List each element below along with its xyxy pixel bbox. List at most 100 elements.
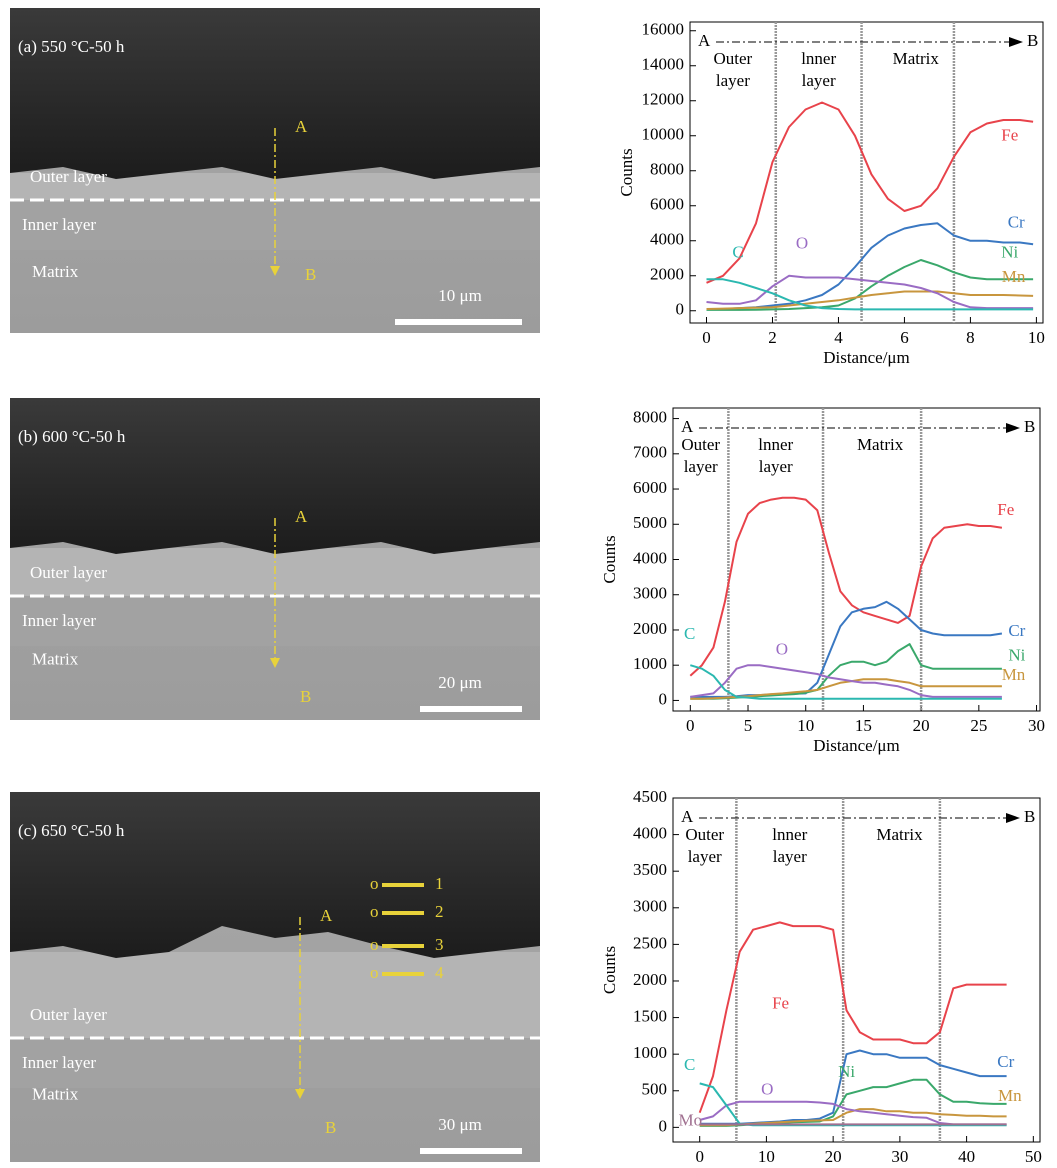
inner-label: Inner layer	[22, 611, 96, 630]
background-dark	[10, 792, 540, 958]
region-label: Matrix	[857, 435, 904, 454]
series-line	[700, 922, 1007, 1112]
region-label: lnner	[801, 49, 836, 68]
scan-end: B	[300, 687, 311, 706]
series-label: Mn	[998, 1086, 1022, 1105]
point-bar	[382, 972, 424, 976]
inner-label: Inner layer	[22, 1053, 96, 1072]
outer-label: Outer layer	[30, 167, 107, 186]
x-tick-label: 30	[1028, 716, 1045, 735]
scale-bar	[420, 706, 522, 712]
figure: A B (a) 550 °C-50 h Outer layer Inner layer M…	[0, 0, 1057, 1168]
outer-label: Outer layer	[30, 563, 107, 582]
series-label: Mo	[679, 1110, 703, 1129]
y-tick-label: 8000	[650, 160, 684, 179]
x-tick-label: 40	[958, 1147, 975, 1166]
y-tick-label: 3000	[633, 584, 667, 603]
x-tick-label: 8	[966, 328, 975, 347]
matrix-label: Matrix	[32, 262, 79, 281]
region-label: Matrix	[893, 49, 940, 68]
y-tick-label: 1000	[633, 654, 667, 673]
region-label: lnner	[758, 435, 793, 454]
region-label: lnner	[772, 825, 807, 844]
y-tick-label: 6000	[633, 478, 667, 497]
region-label: layer	[802, 71, 836, 90]
point-bar	[382, 944, 424, 948]
scan-start: A	[295, 117, 308, 136]
series-line	[690, 644, 1002, 699]
y-tick-label: 0	[659, 1116, 668, 1135]
point-marker: o	[370, 902, 379, 921]
series-line	[707, 260, 1034, 310]
point-label: 4	[435, 963, 444, 982]
y-tick-label: 4000	[650, 230, 684, 249]
y-tick-label: 7000	[633, 443, 667, 462]
scan-start: A	[320, 906, 333, 925]
y-tick-label: 2000	[650, 265, 684, 284]
point-marker: o	[370, 874, 379, 893]
background-dark	[10, 8, 540, 179]
scale-bar	[395, 319, 522, 325]
series-label: Cr	[1008, 621, 1025, 640]
y-tick-label: 3500	[633, 860, 667, 879]
scale-bar	[420, 1148, 522, 1154]
arrow-head	[1009, 37, 1023, 47]
arrow-end: B	[1024, 807, 1035, 826]
y-tick-label: 500	[642, 1080, 668, 1099]
scale-label: 30 μm	[438, 1115, 482, 1134]
x-tick-label: 50	[1025, 1147, 1042, 1166]
y-tick-label: 16000	[642, 20, 685, 39]
outer-label: Outer layer	[30, 1005, 107, 1024]
y-tick-label: 4000	[633, 548, 667, 567]
x-tick-label: 15	[855, 716, 872, 735]
y-tick-label: 1000	[633, 1043, 667, 1062]
series-label: C	[732, 243, 743, 262]
x-tick-label: 20	[825, 1147, 842, 1166]
matrix-label: Matrix	[32, 649, 79, 668]
x-tick-label: 30	[891, 1147, 908, 1166]
y-tick-label: 4500	[633, 787, 667, 806]
series-label: C	[684, 624, 695, 643]
x-tick-label: 5	[744, 716, 753, 735]
scan-end: B	[325, 1118, 336, 1137]
series-line	[700, 1080, 1007, 1126]
x-tick-label: 25	[970, 716, 987, 735]
region-label: Outer	[714, 49, 753, 68]
series-label: O	[776, 639, 788, 658]
panel-label: (b) 600 °C-50 h	[18, 427, 126, 446]
x-tick-label: 10	[797, 716, 814, 735]
x-tick-label: 10	[758, 1147, 775, 1166]
scale-label: 20 μm	[438, 673, 482, 692]
y-axis-title: Counts	[600, 946, 619, 994]
y-tick-label: 2000	[633, 970, 667, 989]
y-tick-label: 3000	[633, 897, 667, 916]
series-label: Mn	[1002, 665, 1026, 684]
series-label: Ni	[1008, 645, 1025, 664]
point-bar	[382, 883, 424, 887]
y-tick-label: 10000	[642, 125, 685, 144]
x-tick-label: 2	[768, 328, 777, 347]
x-tick-label: 0	[686, 716, 695, 735]
x-tick-label: 20	[913, 716, 930, 735]
y-tick-label: 0	[659, 689, 668, 708]
arrow-start: A	[698, 31, 711, 50]
series-label: Ni	[838, 1062, 855, 1081]
point-label: 3	[435, 935, 444, 954]
scan-end: B	[305, 265, 316, 284]
series-line	[690, 498, 1002, 676]
panel-label: (a) 550 °C-50 h	[18, 37, 125, 56]
y-tick-label: 4000	[633, 824, 667, 843]
point-label: 1	[435, 874, 444, 893]
region-label: Matrix	[876, 825, 923, 844]
point-marker: o	[370, 935, 379, 954]
inner-label: Inner layer	[22, 215, 96, 234]
x-tick-label: 10	[1028, 328, 1045, 347]
series-label: Cr	[997, 1052, 1014, 1071]
y-axis-title: Counts	[600, 535, 619, 583]
y-tick-label: 8000	[633, 407, 667, 426]
y-tick-label: 2000	[633, 619, 667, 638]
series-line	[690, 665, 1002, 697]
region-label: Outer	[685, 825, 724, 844]
y-tick-label: 1500	[633, 1006, 667, 1025]
arrow-head	[1006, 813, 1020, 823]
